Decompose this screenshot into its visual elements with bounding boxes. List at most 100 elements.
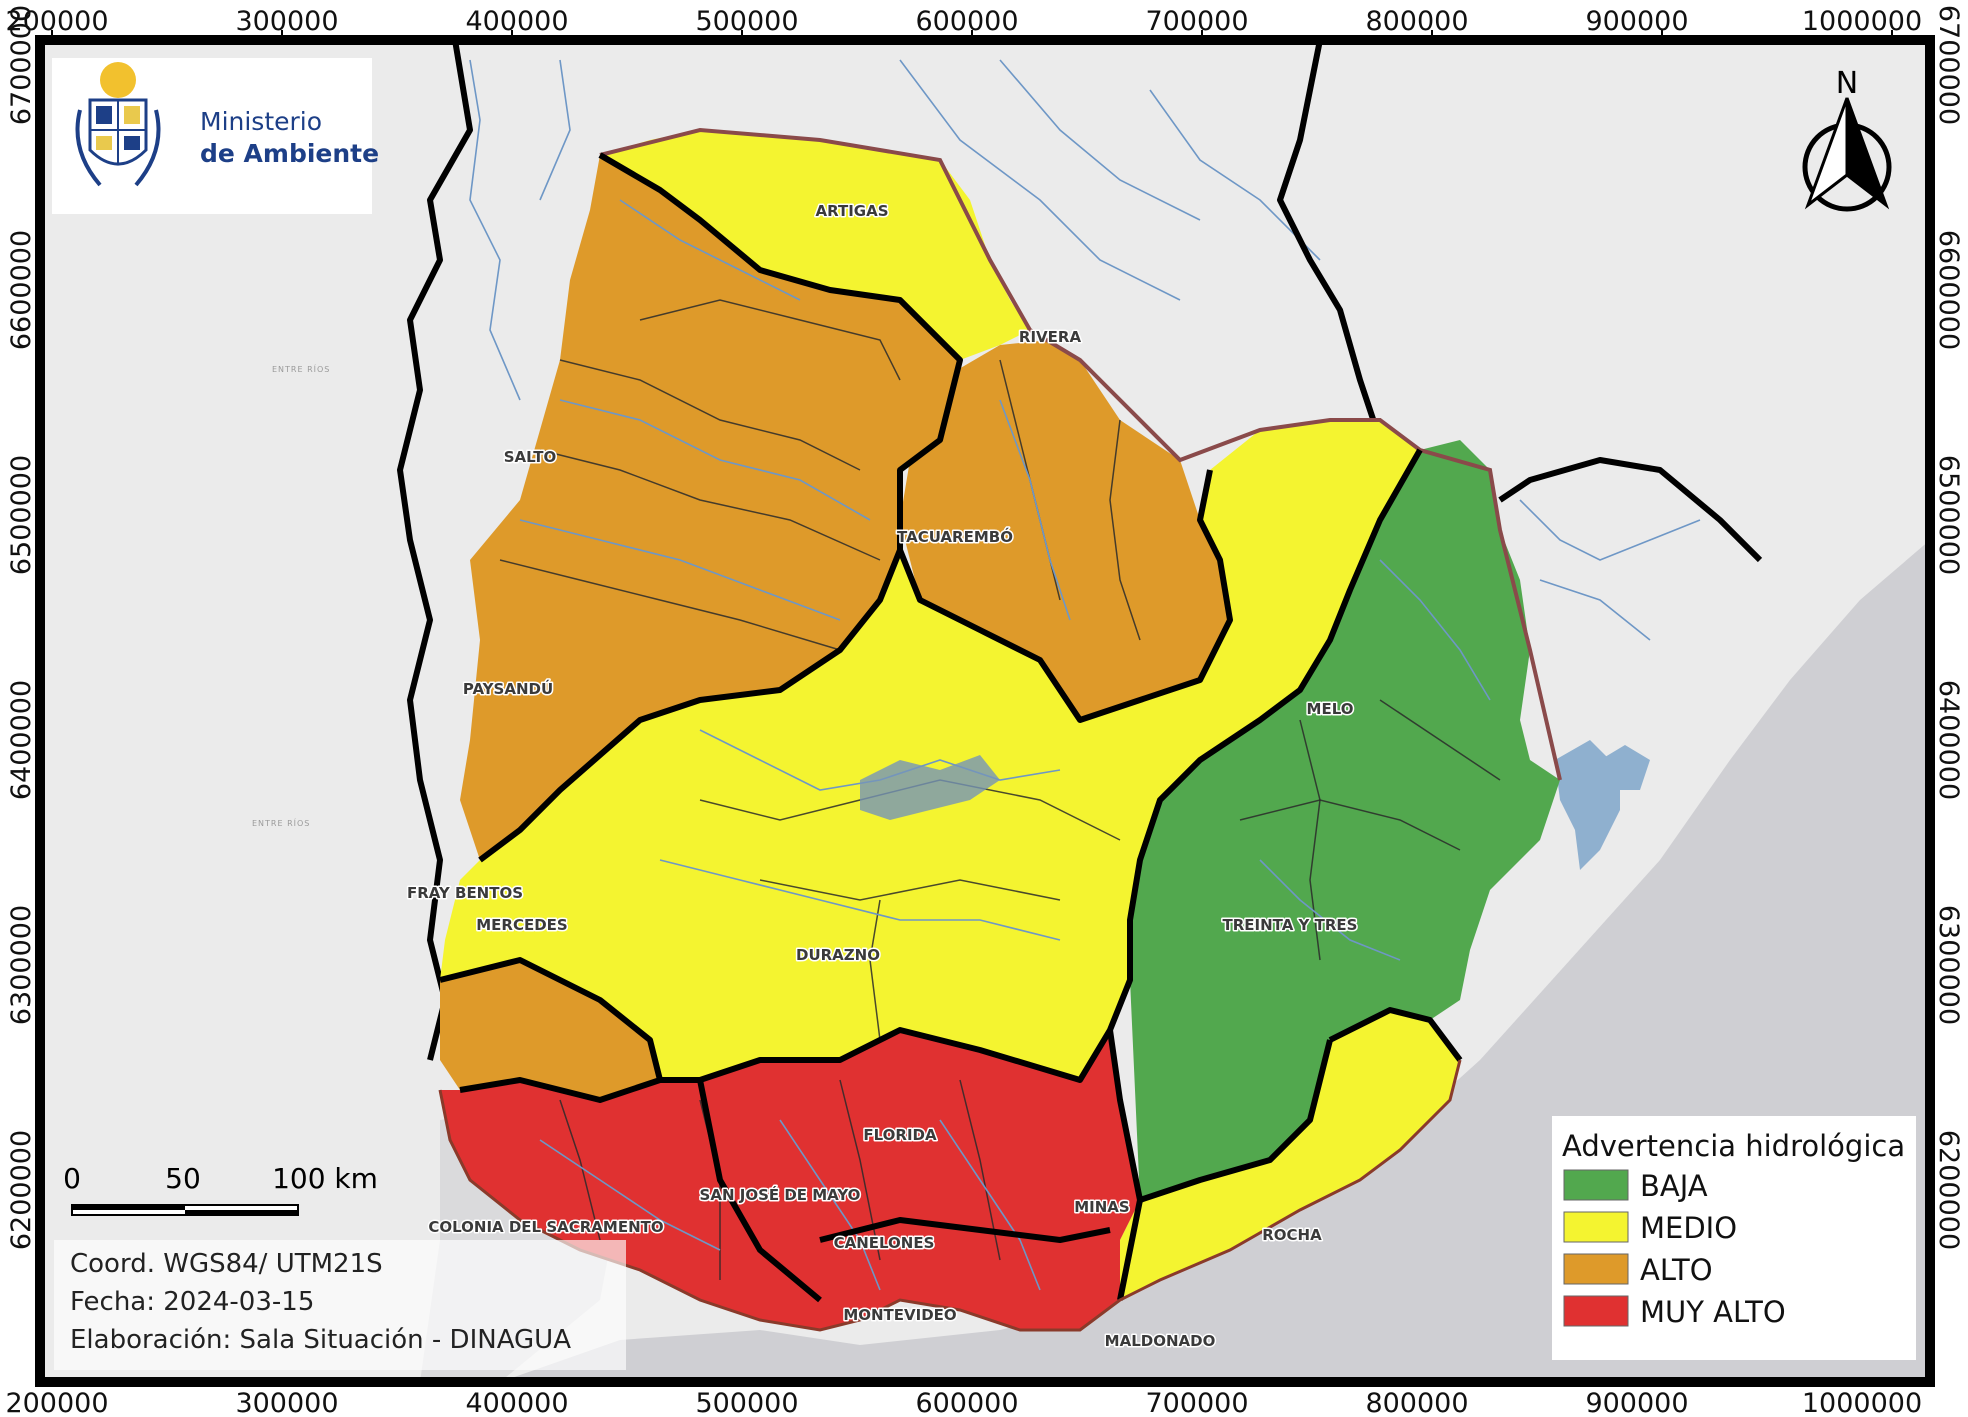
- zone-medio-artigas: [600, 130, 1030, 360]
- x-tick-top: 1000000: [1802, 6, 1922, 37]
- scale-bar-segment: [72, 1205, 185, 1210]
- city-label-melo: MELO: [1307, 700, 1354, 718]
- y-tick-right: 6500000: [1933, 455, 1964, 575]
- info-box: Coord. WGS84/ UTM21S Fecha: 2024-03-15 E…: [54, 1240, 626, 1370]
- zone-border: [1328, 1007, 1463, 1062]
- ministry-logo: Ministerio de Ambiente: [52, 58, 379, 214]
- scale-label: 100 km: [272, 1162, 378, 1195]
- river-bg: [1149, 89, 1321, 261]
- lagoon-patos: [1600, 745, 1650, 790]
- zone-border: [897, 469, 1233, 723]
- scale-bar: 0 50 100 km: [63, 1162, 378, 1216]
- argentina-border: [397, 39, 473, 1061]
- city-label-treinta-y-tres: TREINTA Y TRES: [1223, 916, 1358, 934]
- zone-border: [439, 957, 663, 1103]
- x-tick-top: 300000: [235, 6, 338, 37]
- legend-swatch-alto: [1563, 1253, 1629, 1285]
- legend-swatch-medio: [1563, 1211, 1629, 1243]
- scale-bar-segment: [185, 1210, 298, 1215]
- y-tick-left: 6300000: [6, 905, 37, 1025]
- city-label-salto: SALTO: [504, 448, 556, 466]
- city-label-paysandu: PAYSANDÚ: [463, 679, 553, 698]
- x-tick-top: 600000: [915, 6, 1018, 37]
- zone-alto-northwest: [460, 155, 960, 860]
- zone-border: [660, 448, 1423, 1083]
- y-tick-left: 6200000: [6, 1130, 37, 1250]
- city-label-montevideo: MONTEVIDEO: [843, 1306, 956, 1324]
- x-tick-bottom: 1000000: [1802, 1388, 1922, 1417]
- basin-line: [1239, 799, 1461, 851]
- legend-swatch-muy-alto: [1563, 1295, 1629, 1327]
- river-bg: [1519, 499, 1701, 561]
- river: [559, 399, 871, 521]
- x-tick-bottom: 900000: [1585, 1388, 1688, 1417]
- city-label-florida: FLORIDA: [863, 1126, 937, 1144]
- river-bg: [899, 59, 1181, 301]
- map-frame: [35, 35, 1935, 1387]
- zone-baja-east: [1130, 440, 1560, 1200]
- y-tick-right: 6600000: [1933, 230, 1964, 350]
- river-bg: [999, 59, 1201, 221]
- city-label-colonia: COLONIA DEL SACRAMENTO: [428, 1218, 663, 1236]
- x-tick-bottom: 800000: [1365, 1388, 1468, 1417]
- basin-line: [1299, 719, 1321, 961]
- info-date: Fecha: 2024-03-15: [70, 1287, 314, 1317]
- scale-label: 50: [165, 1162, 201, 1195]
- zone-medio-central: [440, 420, 1420, 1080]
- lagoon-mirim: [1555, 740, 1620, 870]
- y-tick-left: 6400000: [6, 680, 37, 800]
- city-label-maldonado: MALDONADO: [1105, 1332, 1216, 1350]
- legend-label-alto: ALTO: [1640, 1253, 1713, 1287]
- zone-alto-southwest: [440, 960, 660, 1100]
- x-tick-top: 800000: [1365, 6, 1468, 37]
- x-tick-top: 500000: [695, 6, 798, 37]
- x-tick-top: 900000: [1585, 6, 1688, 37]
- river-bg: [469, 59, 521, 401]
- zone-medio-rocha: [1120, 1010, 1460, 1300]
- zone-border: [697, 1079, 822, 1303]
- river: [999, 399, 1071, 621]
- basin-line: [559, 359, 861, 471]
- international-boundary: [599, 127, 1562, 781]
- basin-line: [1109, 419, 1141, 641]
- city-label-rocha: ROCHA: [1262, 1226, 1322, 1244]
- y-tick-left: 6600000: [6, 230, 37, 350]
- x-tick-bottom: 600000: [915, 1388, 1018, 1417]
- legend-label-baja: BAJA: [1640, 1169, 1708, 1203]
- north-arrow-icon: [1802, 97, 1892, 212]
- coat-of-arms-icon: [75, 62, 161, 187]
- info-author: Elaboración: Sala Situación - DINAGUA: [70, 1325, 571, 1355]
- river: [1259, 859, 1401, 961]
- scale-label: 0: [63, 1162, 81, 1195]
- city-label-rivera: RIVERA: [1019, 328, 1082, 346]
- basin-line: [499, 559, 841, 651]
- city-label-minas: MINAS: [1074, 1198, 1129, 1216]
- x-tick-bottom: 200000: [5, 1388, 108, 1417]
- zone-border: [1107, 1029, 1143, 1301]
- basin-line: [559, 1099, 601, 1241]
- y-tick-left: 6500000: [6, 455, 37, 575]
- basin-line: [539, 449, 881, 561]
- city-label-durazno: DURAZNO: [796, 946, 880, 964]
- city-label-tacuarembo: TACUAREMBÓ: [897, 527, 1013, 546]
- basin-line: [759, 879, 1061, 901]
- x-tick-top: 700000: [1145, 6, 1248, 37]
- x-tick-top: 200000: [5, 6, 108, 37]
- city-label-san-jose: SAN JOSÉ DE MAYO: [700, 1185, 861, 1204]
- zone-alto-tacuarembo: [900, 340, 1230, 720]
- x-tick-top: 400000: [465, 6, 568, 37]
- city-label-fray-bentos: FRAY BENTOS: [407, 884, 523, 902]
- logo-line-1: Ministerio: [200, 107, 322, 136]
- info-coords: Coord. WGS84/ UTM21S: [70, 1249, 383, 1279]
- river: [1379, 559, 1491, 701]
- legend-swatch-baja: [1563, 1169, 1629, 1201]
- y-tick-left: 6700000: [6, 5, 37, 125]
- rio-negro-reservoir: [860, 755, 1000, 820]
- x-tick-bottom: 700000: [1145, 1388, 1248, 1417]
- zone-border: [478, 152, 963, 863]
- river: [519, 519, 841, 621]
- river: [779, 1119, 881, 1291]
- river: [619, 199, 801, 301]
- y-tick-right: 6700000: [1933, 5, 1964, 125]
